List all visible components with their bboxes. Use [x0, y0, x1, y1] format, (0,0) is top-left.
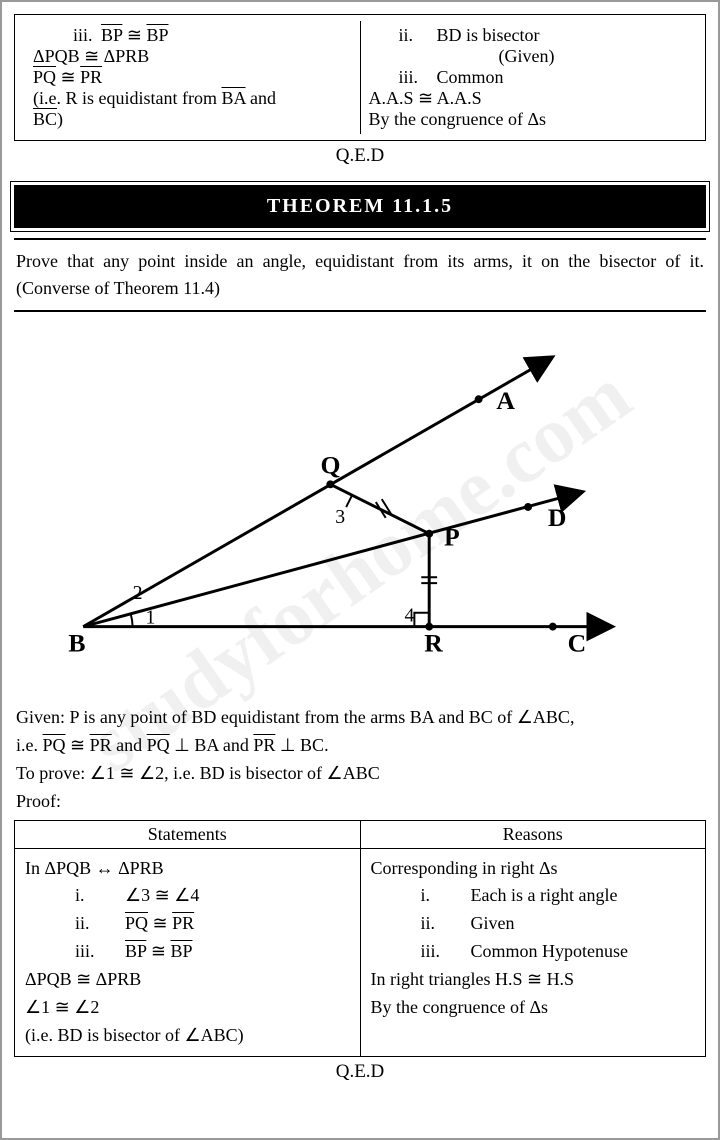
reasons-col: Corresponding in right Δs i.Each is a ri…	[360, 849, 706, 1056]
bp1: BP	[101, 25, 122, 45]
top-proof-box: iii. BP ≅ BP ΔPQB ≅ ΔPRB PQ ≅ PR (i.e. R…	[14, 14, 706, 141]
reason-3: Given	[471, 913, 515, 933]
svg-text:A: A	[496, 386, 515, 415]
reason-6: By the congruence of Δs	[371, 994, 696, 1022]
roman-i: i.	[75, 882, 125, 910]
svg-text:R: R	[424, 628, 443, 657]
reason-5: In right triangles H.S ≅ H.S	[371, 966, 696, 994]
roman-i-r: i.	[421, 882, 471, 910]
stmt-5: ΔPQB ≅ ΔPRB	[25, 966, 350, 994]
bp2: BP	[146, 25, 168, 45]
svg-text:C: C	[568, 628, 587, 657]
svg-text:4: 4	[404, 605, 414, 627]
geometry-diagram: B A D C Q P R 1 2 3 4	[14, 318, 706, 698]
svg-text:B: B	[68, 628, 85, 657]
roman-iii: iii.	[33, 25, 83, 46]
pr: PR	[80, 67, 102, 87]
reason-4: Common Hypotenuse	[471, 941, 629, 961]
svg-text:1: 1	[145, 607, 155, 629]
roman-ii: ii.	[369, 25, 419, 46]
stmt-1: In ΔPQB ↔ ΔPRB	[25, 855, 350, 883]
top-left-col: iii. BP ≅ BP ΔPQB ≅ ΔPRB PQ ≅ PR (i.e. R…	[25, 21, 360, 134]
equi-line: (i.e. R is equidistant from BA and	[33, 88, 352, 109]
statements-header: Statements	[15, 821, 360, 848]
qed-2: Q.E.D	[14, 1061, 706, 1083]
pq: PQ	[33, 67, 56, 87]
reason-2: Each is a right angle	[471, 885, 618, 905]
bd-bisector: BD is bisector	[437, 25, 540, 45]
svg-text:D: D	[548, 503, 567, 532]
to-prove: To prove: ∠1 ≅ ∠2, i.e. BD is bisector o…	[16, 760, 704, 788]
theorem-statement: Prove that any point inside an angle, eq…	[14, 242, 706, 312]
bc-ray: BC	[33, 109, 57, 129]
tri-cong: ΔPQB ≅ ΔPRB	[33, 46, 352, 67]
given-label: (Given)	[369, 46, 688, 67]
reason-1: Corresponding in right Δs	[371, 855, 696, 883]
statements-col: In ΔPQB ↔ ΔPRB i.∠3 ≅ ∠4 ii.PQ ≅ PR iii.…	[15, 849, 360, 1056]
stmt-7: (i.e. BD is bisector of ∠ABC)	[25, 1022, 350, 1050]
roman-iii-r: iii.	[369, 67, 419, 88]
by-cong: By the congruence of Δs	[369, 109, 688, 130]
roman-ii-s: ii.	[75, 910, 125, 938]
proof-table: Statements Reasons In ΔPQB ↔ ΔPRB i.∠3 ≅…	[14, 820, 706, 1057]
svg-text:P: P	[444, 523, 460, 552]
proof-label: Proof:	[16, 788, 704, 816]
svg-text:Q: Q	[320, 450, 340, 479]
stmt-2: ∠3 ≅ ∠4	[125, 885, 199, 905]
top-right-col: ii. BD is bisector (Given) iii. Common A…	[360, 21, 696, 134]
qed-1: Q.E.D	[14, 145, 706, 167]
given-line1: Given: P is any point of BD equidistant …	[16, 704, 704, 732]
stmt-6: ∠1 ≅ ∠2	[25, 994, 350, 1022]
roman-ii-r: ii.	[421, 910, 471, 938]
roman-iii-r2: iii.	[421, 938, 471, 966]
common: Common	[437, 67, 504, 87]
svg-text:2: 2	[133, 582, 143, 604]
roman-iii-s: iii.	[75, 938, 125, 966]
theorem-banner: THEOREM 11.1.5	[14, 185, 706, 228]
given-section: Given: P is any point of BD equidistant …	[16, 704, 704, 816]
aas: A.A.S ≅ A.A.S	[369, 88, 688, 109]
given-line1b: i.e. PQ ≅ PR and PQ ⊥ BA and PR ⊥ BC.	[16, 732, 704, 760]
svg-text:3: 3	[335, 506, 345, 528]
reasons-header: Reasons	[360, 821, 706, 848]
